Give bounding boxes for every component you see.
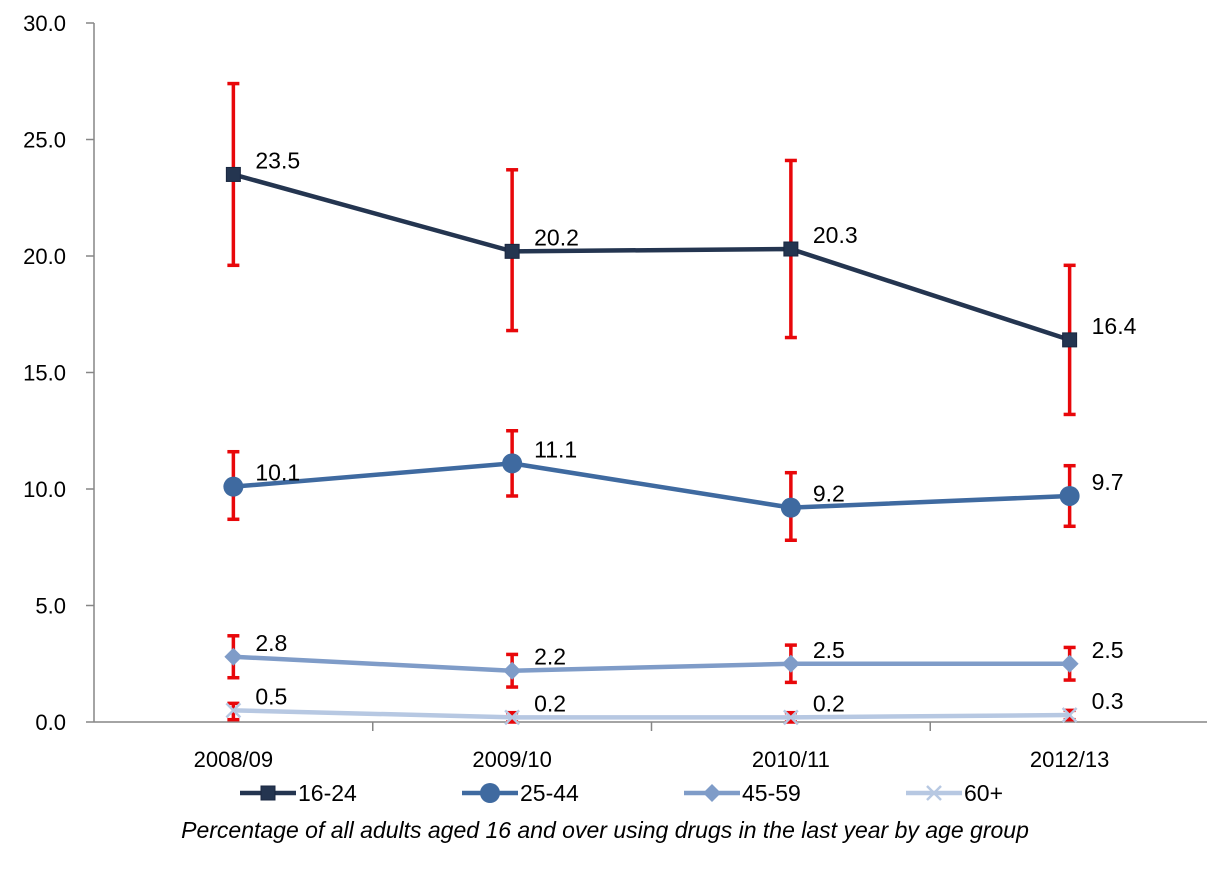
data-label: 0.3 (1092, 688, 1124, 714)
data-point (1062, 332, 1078, 348)
legend-label: 45-59 (742, 780, 801, 806)
data-label: 11.1 (534, 436, 577, 462)
series-layer: 0.5 0.2 0.2 0.3 2.8 2.2 2.5 2.5 10.1 11.1 9.2 9.7 23… (223, 81, 1137, 726)
marker-stroke (504, 709, 521, 726)
data-point (783, 241, 799, 257)
data-point (224, 647, 243, 666)
legend-item: 45-59 (684, 780, 801, 806)
marker-stroke (1061, 707, 1078, 723)
data-label: 10.1 (255, 460, 300, 486)
data-label: 0.5 (255, 683, 287, 709)
data-label: 9.7 (1092, 469, 1124, 495)
line-chart: 0.0 5.0 10.0 15.0 20.0 25.0 30.0 2008/09 2009/10… (23, 11, 1207, 806)
y-tick-label: 0.0 (35, 710, 66, 735)
legend-marker (926, 785, 942, 801)
series-45-59: 2.8 2.2 2.5 2.5 (224, 630, 1124, 689)
data-point (504, 709, 521, 726)
data-point (223, 476, 244, 497)
data-point (225, 166, 241, 182)
data-label: 0.2 (534, 690, 566, 716)
x-tick-label: 2012/13 (1030, 747, 1110, 772)
legend-marker (703, 784, 721, 802)
x-tick-label: 2010/11 (752, 747, 830, 772)
x-tick-label: 2008/09 (194, 747, 274, 772)
data-point (782, 709, 799, 726)
data-point (780, 497, 801, 518)
data-label: 2.2 (534, 644, 566, 670)
series-16-24: 23.5 20.2 20.3 16.4 (225, 81, 1137, 417)
data-point (1059, 485, 1080, 506)
legend-marker (480, 783, 500, 803)
legend: 16-24 25-44 45-59 60+ (240, 780, 1003, 806)
data-point (1060, 654, 1079, 673)
data-point (225, 702, 242, 719)
data-label: 2.5 (1092, 637, 1124, 663)
legend-item: 16-24 (240, 780, 357, 806)
data-label: 9.2 (813, 481, 845, 507)
data-label: 2.5 (813, 637, 845, 663)
data-point (1061, 707, 1078, 723)
data-label: 23.5 (255, 147, 300, 173)
y-tick-label: 25.0 (23, 128, 66, 153)
data-label: 20.2 (534, 224, 579, 250)
series-line (232, 172, 1071, 343)
series-line (233, 708, 1070, 720)
axes: 0.0 5.0 10.0 15.0 20.0 25.0 30.0 2008/09 2009/10… (23, 11, 1207, 772)
series-line (233, 461, 1070, 510)
y-tick-label: 5.0 (35, 594, 66, 619)
data-point (503, 661, 522, 680)
data-point (781, 654, 800, 673)
marker-stroke (782, 709, 799, 726)
marker-stroke (225, 702, 242, 719)
legend-label: 60+ (964, 780, 1003, 806)
data-label: 16.4 (1092, 313, 1137, 339)
series-line (233, 654, 1070, 673)
chart-caption: Percentage of all adults aged 16 and ove… (181, 817, 1029, 843)
series-25-44: 10.1 11.1 9.2 9.7 (223, 429, 1124, 543)
y-tick-label: 30.0 (23, 11, 66, 36)
marker-stroke (926, 785, 942, 801)
legend-item: 60+ (906, 780, 1003, 806)
data-label: 2.8 (255, 630, 287, 656)
legend-label: 25-44 (520, 780, 579, 806)
legend-item: 25-44 (462, 780, 579, 806)
data-label: 20.3 (813, 222, 858, 248)
y-tick-label: 15.0 (23, 361, 66, 386)
y-tick-label: 10.0 (23, 477, 66, 502)
data-point (504, 243, 520, 259)
data-label: 0.2 (813, 690, 845, 716)
series-60+: 0.5 0.2 0.2 0.3 (225, 683, 1124, 726)
data-point (502, 453, 523, 474)
y-tick-label: 20.0 (23, 244, 66, 269)
legend-label: 16-24 (298, 780, 357, 806)
legend-marker (260, 785, 276, 801)
x-tick-label: 2009/10 (472, 747, 552, 772)
